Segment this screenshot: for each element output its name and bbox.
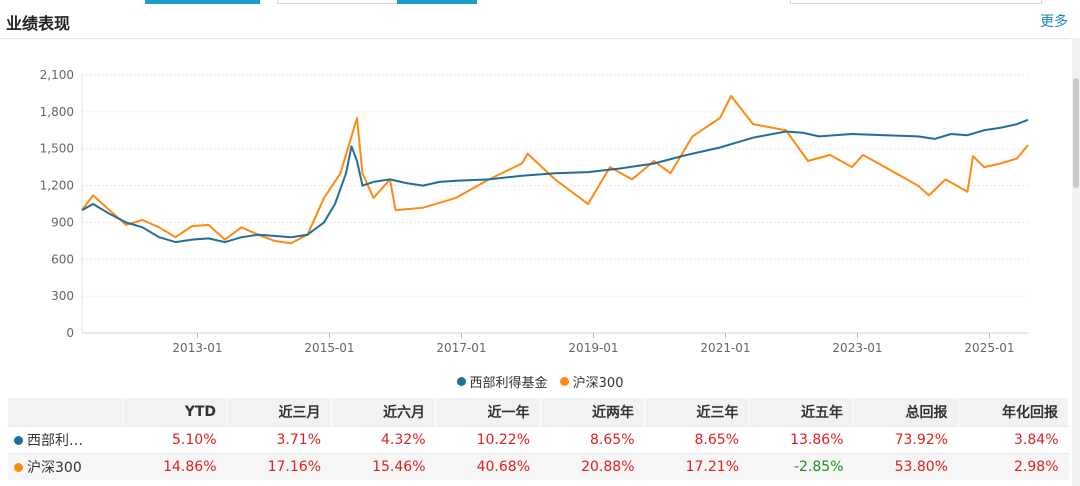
table-cell: 20.88% (540, 453, 645, 480)
table-cell: 2.98% (958, 453, 1069, 480)
table-header-cell: YTD (122, 398, 227, 427)
legend-label: 西部利得基金 (469, 376, 548, 391)
x-tick-label: 2025-01 (964, 341, 1014, 355)
table-header-cell: 近六月 (331, 398, 436, 427)
table-cell: 73.92% (853, 426, 958, 454)
table-cell: 15.46% (331, 453, 436, 480)
x-tick-label: 2023-01 (832, 341, 882, 355)
x-tick-label: 2015-01 (304, 341, 354, 355)
series-lines (81, 94, 1029, 245)
row-name: 沪深300 (27, 460, 82, 476)
y-axis: 0 300 600 900 1,200 1,500 1,800 2,100 (40, 68, 83, 340)
y-tick-label: 900 (51, 215, 74, 229)
table-header-row: YTD 近三月 近六月 近一年 近两年 近三年 近五年 总回报 年化回报 (8, 398, 1069, 427)
performance-table: YTD 近三月 近六月 近一年 近两年 近三年 近五年 总回报 年化回报 西部利… (8, 398, 1069, 480)
table-cell: 14.86% (122, 453, 227, 480)
scrollbar-thumb[interactable] (1073, 78, 1079, 188)
top-toolbar-strip (0, 0, 1080, 6)
table-cell: 4.32% (331, 426, 436, 454)
table-cell: 8.65% (540, 426, 645, 454)
more-link[interactable]: 更多 (1040, 14, 1068, 30)
row-color-dot (14, 435, 23, 445)
table-header-cell: 近三月 (226, 398, 332, 427)
table-cell: -2.85% (749, 453, 854, 480)
y-tick-label: 1,500 (40, 142, 74, 156)
x-tick-label: 2021-01 (700, 341, 750, 355)
y-tick-label: 1,200 (40, 179, 74, 193)
table-cell: 3.71% (226, 426, 331, 454)
header-divider (0, 38, 1070, 39)
active-period-indicator[interactable] (397, 0, 477, 4)
table-header-cell: 近两年 (540, 398, 645, 427)
table-cell: 53.80% (853, 453, 958, 480)
series-line-index (81, 94, 1029, 245)
table-header-cell: 总回报 (853, 398, 959, 427)
y-tick-label: 300 (51, 289, 74, 303)
table-cell: 5.10% (122, 426, 227, 454)
search-box-edge[interactable] (790, 0, 1042, 4)
legend-dot (559, 377, 569, 386)
active-tab-indicator[interactable] (145, 0, 260, 4)
vertical-scrollbar[interactable] (1072, 38, 1080, 486)
table-header-cell: 近五年 (749, 398, 854, 427)
legend-label: 沪深300 (572, 376, 624, 391)
chart-legend: 西部利得基金 沪深300 (0, 372, 1080, 391)
table-cell: 17.21% (644, 453, 749, 480)
section-header: 业绩表现 更多 (0, 8, 1080, 36)
table-cell: 40.68% (435, 453, 540, 480)
table-cell: 13.86% (749, 426, 854, 454)
x-tick-label: 2017-01 (436, 341, 486, 355)
grid-lines (82, 74, 1028, 334)
table-header-cell: 近三年 (644, 398, 750, 427)
row-name-cell[interactable]: 沪深300 (8, 453, 122, 480)
table-row: 西部利… 5.10% 3.71% 4.32% 10.22% 8.65% 8.65… (8, 426, 1069, 454)
table-header-cell (8, 398, 123, 427)
row-name: 西部利… (27, 433, 83, 449)
row-color-dot (14, 462, 23, 472)
legend-dot (456, 377, 466, 386)
row-name-cell[interactable]: 西部利… (8, 426, 122, 454)
table-header-cell: 年化回报 (958, 398, 1069, 427)
section-title: 业绩表现 (6, 14, 71, 33)
table-row: 沪深300 14.86% 17.16% 15.46% 40.68% 20.88%… (8, 453, 1069, 480)
table-cell: 3.84% (958, 426, 1069, 454)
x-axis: 2013-01 2015-01 2017-01 2019-01 2021-01 2023-… (172, 333, 1015, 355)
y-tick-label: 2,100 (40, 68, 74, 82)
y-tick-label: 0 (66, 326, 74, 340)
table-cell: 10.22% (435, 426, 540, 454)
table-header-cell: 近一年 (435, 398, 541, 427)
table-cell: 8.65% (644, 426, 749, 454)
legend-item-index[interactable]: 沪深300 (559, 372, 624, 391)
table-cell: 17.16% (226, 453, 331, 480)
legend-item-fund[interactable]: 西部利得基金 (456, 372, 548, 391)
x-tick-label: 2019-01 (568, 341, 618, 355)
x-tick-label: 2013-01 (172, 341, 222, 355)
y-tick-label: 600 (51, 252, 74, 266)
series-line-fund (81, 118, 1029, 244)
y-tick-label: 1,800 (40, 105, 74, 119)
tab-button[interactable] (277, 0, 399, 4)
